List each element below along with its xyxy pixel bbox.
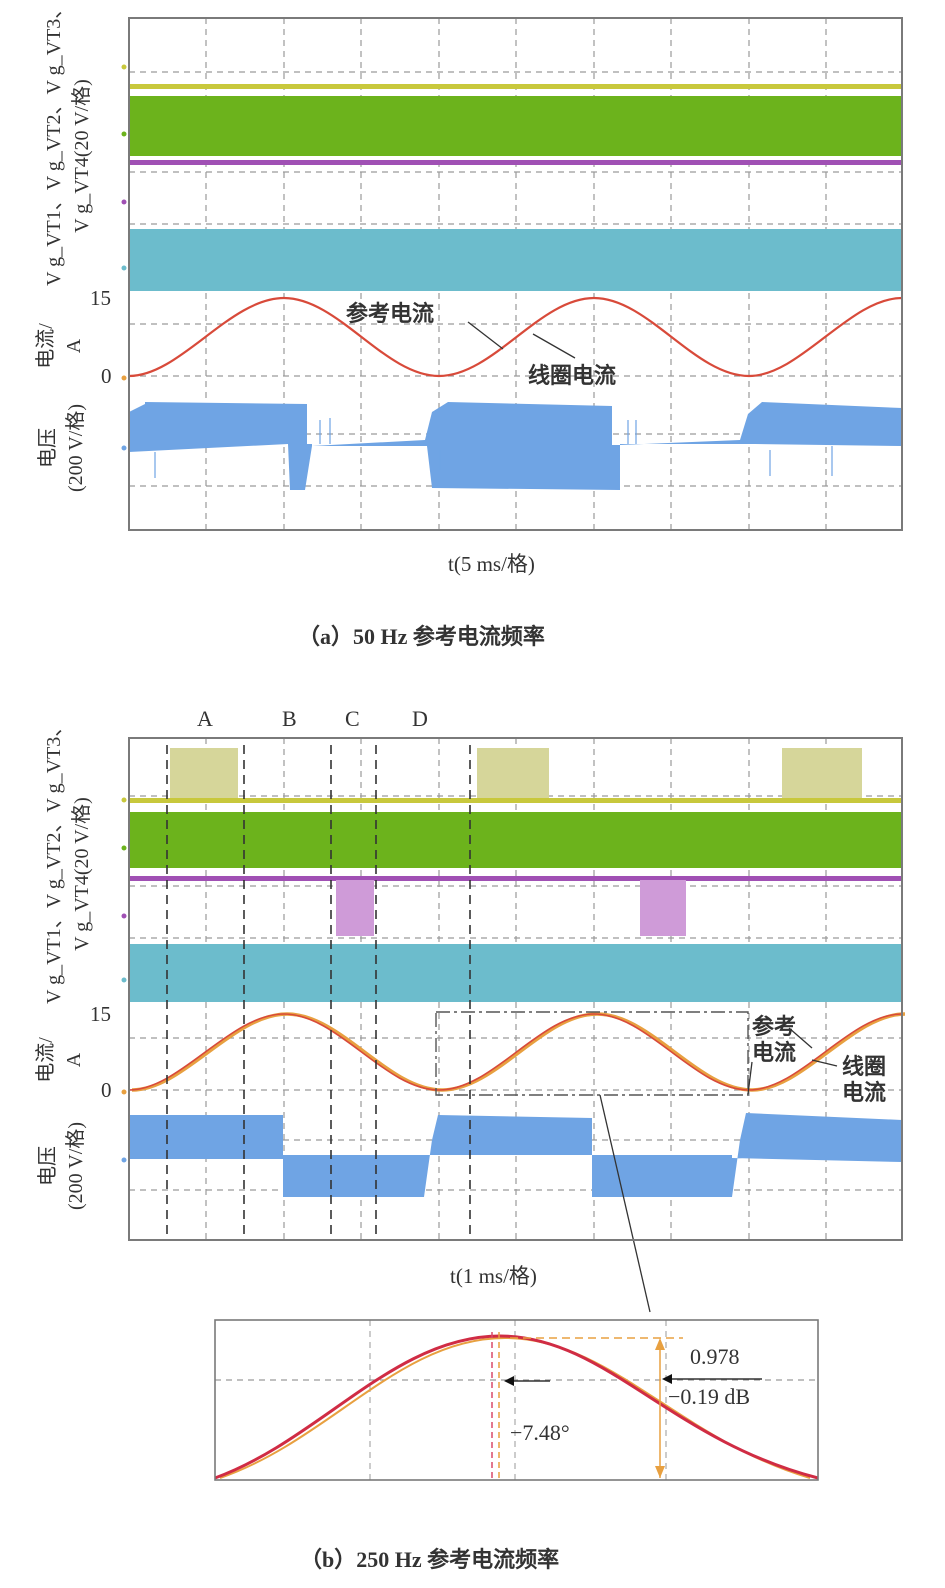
panel-b-plot [121, 737, 906, 1313]
panel-a-caption: （a）50 Hz 参考电流频率 [298, 624, 545, 649]
panel-a-plot [121, 17, 903, 531]
panel-b-current-ylabel: 电流/ A [35, 1037, 85, 1083]
panel-a-tick-0: 0 [101, 364, 112, 388]
panel-b-tick-0: 0 [101, 1078, 112, 1102]
gain-db-label: −0.19 dB [668, 1384, 751, 1409]
panel-a-voltage-ylabel: 电压 (200 V/格) [37, 404, 87, 492]
panel-b-x-axis-label: t(1 ms/格) [450, 1264, 537, 1288]
panel-b-caption: （b）250 Hz 参考电流频率 [300, 1547, 560, 1572]
panel-a-coil-current-label: 线圈电流 [528, 363, 617, 388]
panel-a-gate-ylabel: V g_VT1、V g_VT2、V g_VT3、 V g_VT4(20 V/格) [43, 0, 93, 286]
amplitude-ratio-label: 0.978 [690, 1344, 740, 1369]
panel-b-voltage-ylabel: 电压 (200 V/格) [37, 1122, 87, 1210]
region-marker-d: D [412, 706, 428, 731]
panel-a-tick-15: 15 [90, 286, 111, 310]
panel-b-reference-current-label: 参考电流 [752, 1014, 797, 1065]
region-marker-a: A [197, 706, 213, 731]
region-marker-b: B [282, 706, 297, 731]
panel-a-x-axis-label: t(5 ms/格) [448, 552, 535, 576]
panel-a-reference-current-label: 参考电流 [346, 301, 435, 326]
region-marker-c: C [345, 706, 360, 731]
phase-shift-label: −7.48° [510, 1420, 570, 1445]
zoom-inset-plot [214, 1319, 819, 1481]
panel-b-tick-15: 15 [90, 1002, 111, 1026]
panel-b-gate-ylabel: V g_VT1、V g_VT2、V g_VT3、 V g_VT4(20 V/格) [43, 716, 93, 1004]
panel-b-coil-current-label: 线圈电流 [842, 1054, 887, 1105]
